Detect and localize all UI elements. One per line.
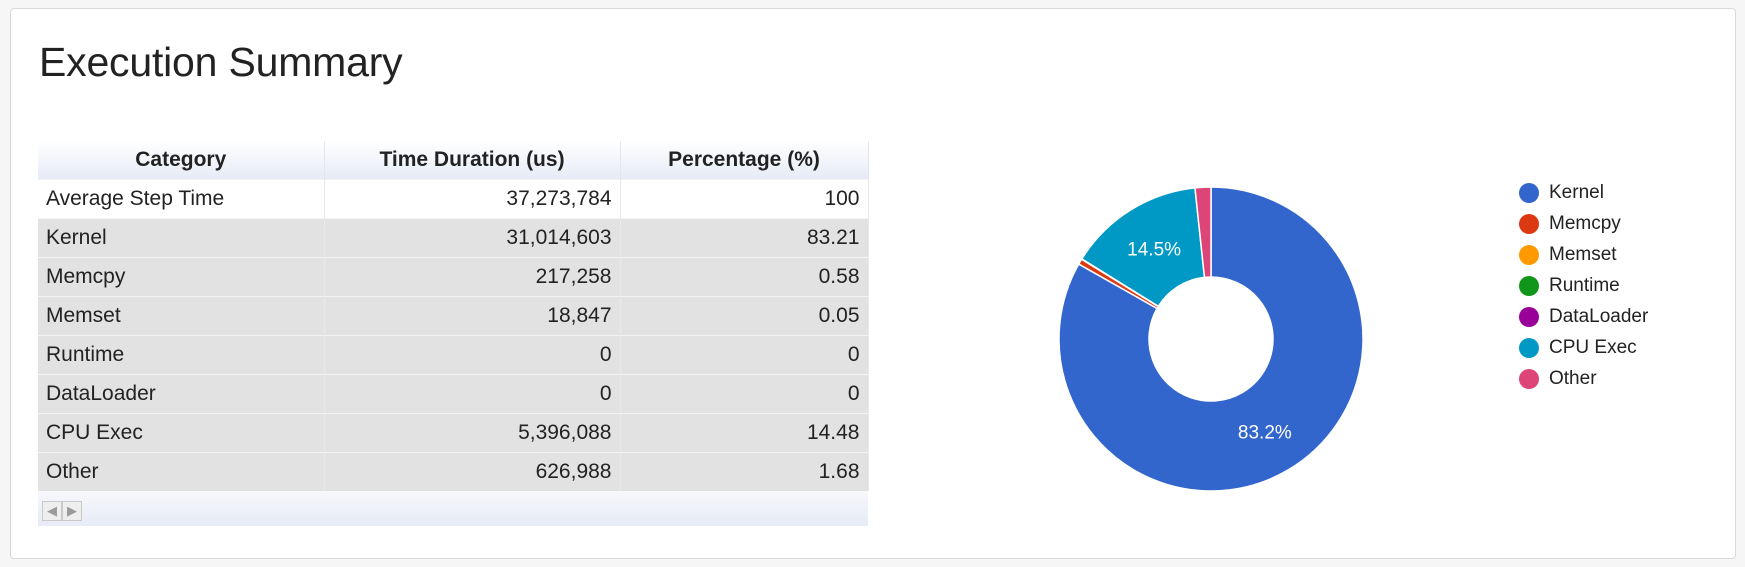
donut-chart: 83.2% 14.5% [1058,186,1364,492]
duration-cell: 37,273,784 [324,179,621,219]
slice-label: 83.2% [1238,422,1292,443]
legend-label: Runtime [1549,274,1620,296]
legend-swatch-icon [1519,306,1539,327]
table-pager: ◀ ▶ [38,491,868,526]
legend-label: Memcpy [1549,212,1621,234]
legend-label: Other [1549,367,1597,389]
slice-label: 14.5% [1127,239,1181,260]
table-header-row: Category Time Duration (us) Percentage (… [38,141,869,180]
legend-label: CPU Exec [1549,336,1637,358]
percentage-cell: 0 [620,374,869,414]
category-cell: Runtime [38,335,325,375]
chart-legend: Kernel Memcpy Memset Runtime DataLoader CPU E… [1519,177,1648,394]
legend-item[interactable]: CPU Exec [1519,332,1648,363]
percentage-cell: 0 [620,335,869,375]
category-cell: Memset [38,296,325,336]
legend-swatch-icon [1519,368,1539,389]
duration-cell: 5,396,088 [324,413,621,453]
table-row[interactable]: Runtime 0 0 [38,335,869,375]
percentage-cell: 83.21 [620,218,869,258]
legend-item[interactable]: Runtime [1519,270,1648,301]
category-cell: Kernel [38,218,325,258]
percentage-cell: 0.05 [620,296,869,336]
triangle-right-icon[interactable]: ▶ [62,501,82,521]
duration-cell: 626,988 [324,452,621,491]
table-row[interactable]: Kernel 31,014,603 83.21 [38,218,869,258]
percentage-cell: 1.68 [620,452,869,491]
legend-item[interactable]: DataLoader [1519,301,1648,332]
legend-label: DataLoader [1549,305,1649,327]
legend-label: Memset [1549,243,1617,265]
legend-item[interactable]: Other [1519,363,1648,394]
legend-swatch-icon [1519,182,1539,203]
category-cell: CPU Exec [38,413,325,453]
legend-item[interactable]: Memset [1519,239,1648,270]
table-row[interactable]: Other 626,988 1.68 [38,452,869,491]
table-row[interactable]: Average Step Time 37,273,784 100 [38,179,869,219]
column-header-duration[interactable]: Time Duration (us) [324,141,621,180]
percentage-cell: 100 [620,179,869,219]
duration-cell: 18,847 [324,296,621,336]
category-cell: Average Step Time [38,179,325,219]
legend-swatch-icon [1519,244,1539,265]
category-cell: DataLoader [38,374,325,414]
table-row[interactable]: Memset 18,847 0.05 [38,296,869,336]
percentage-cell: 14.48 [620,413,869,453]
duration-cell: 0 [324,374,621,414]
legend-swatch-icon [1519,337,1539,358]
page-title: Execution Summary [39,39,403,85]
legend-swatch-icon [1519,213,1539,234]
summary-table: Category Time Duration (us) Percentage (… [38,141,869,491]
triangle-left-icon[interactable]: ◀ [42,501,62,521]
execution-summary-panel: Execution Summary Category Time Duration… [10,8,1736,559]
summary-table-container: Category Time Duration (us) Percentage (… [38,141,869,526]
table-row[interactable]: CPU Exec 5,396,088 14.48 [38,413,869,453]
table-row[interactable]: DataLoader 0 0 [38,374,869,414]
category-cell: Other [38,452,325,491]
legend-item[interactable]: Kernel [1519,177,1648,208]
pie-slice-cpu-exec[interactable] [1080,187,1206,308]
legend-swatch-icon [1519,275,1539,296]
category-cell: Memcpy [38,257,325,297]
column-header-category[interactable]: Category [38,141,325,180]
pie-slice-other[interactable] [1194,186,1212,279]
legend-item[interactable]: Memcpy [1519,208,1648,239]
pie-slice-kernel[interactable] [1058,186,1364,492]
duration-cell: 0 [324,335,621,375]
duration-cell: 31,014,603 [324,218,621,258]
column-header-percentage[interactable]: Percentage (%) [620,141,869,180]
legend-label: Kernel [1549,181,1604,203]
percentage-cell: 0.58 [620,257,869,297]
table-row[interactable]: Memcpy 217,258 0.58 [38,257,869,297]
duration-cell: 217,258 [324,257,621,297]
